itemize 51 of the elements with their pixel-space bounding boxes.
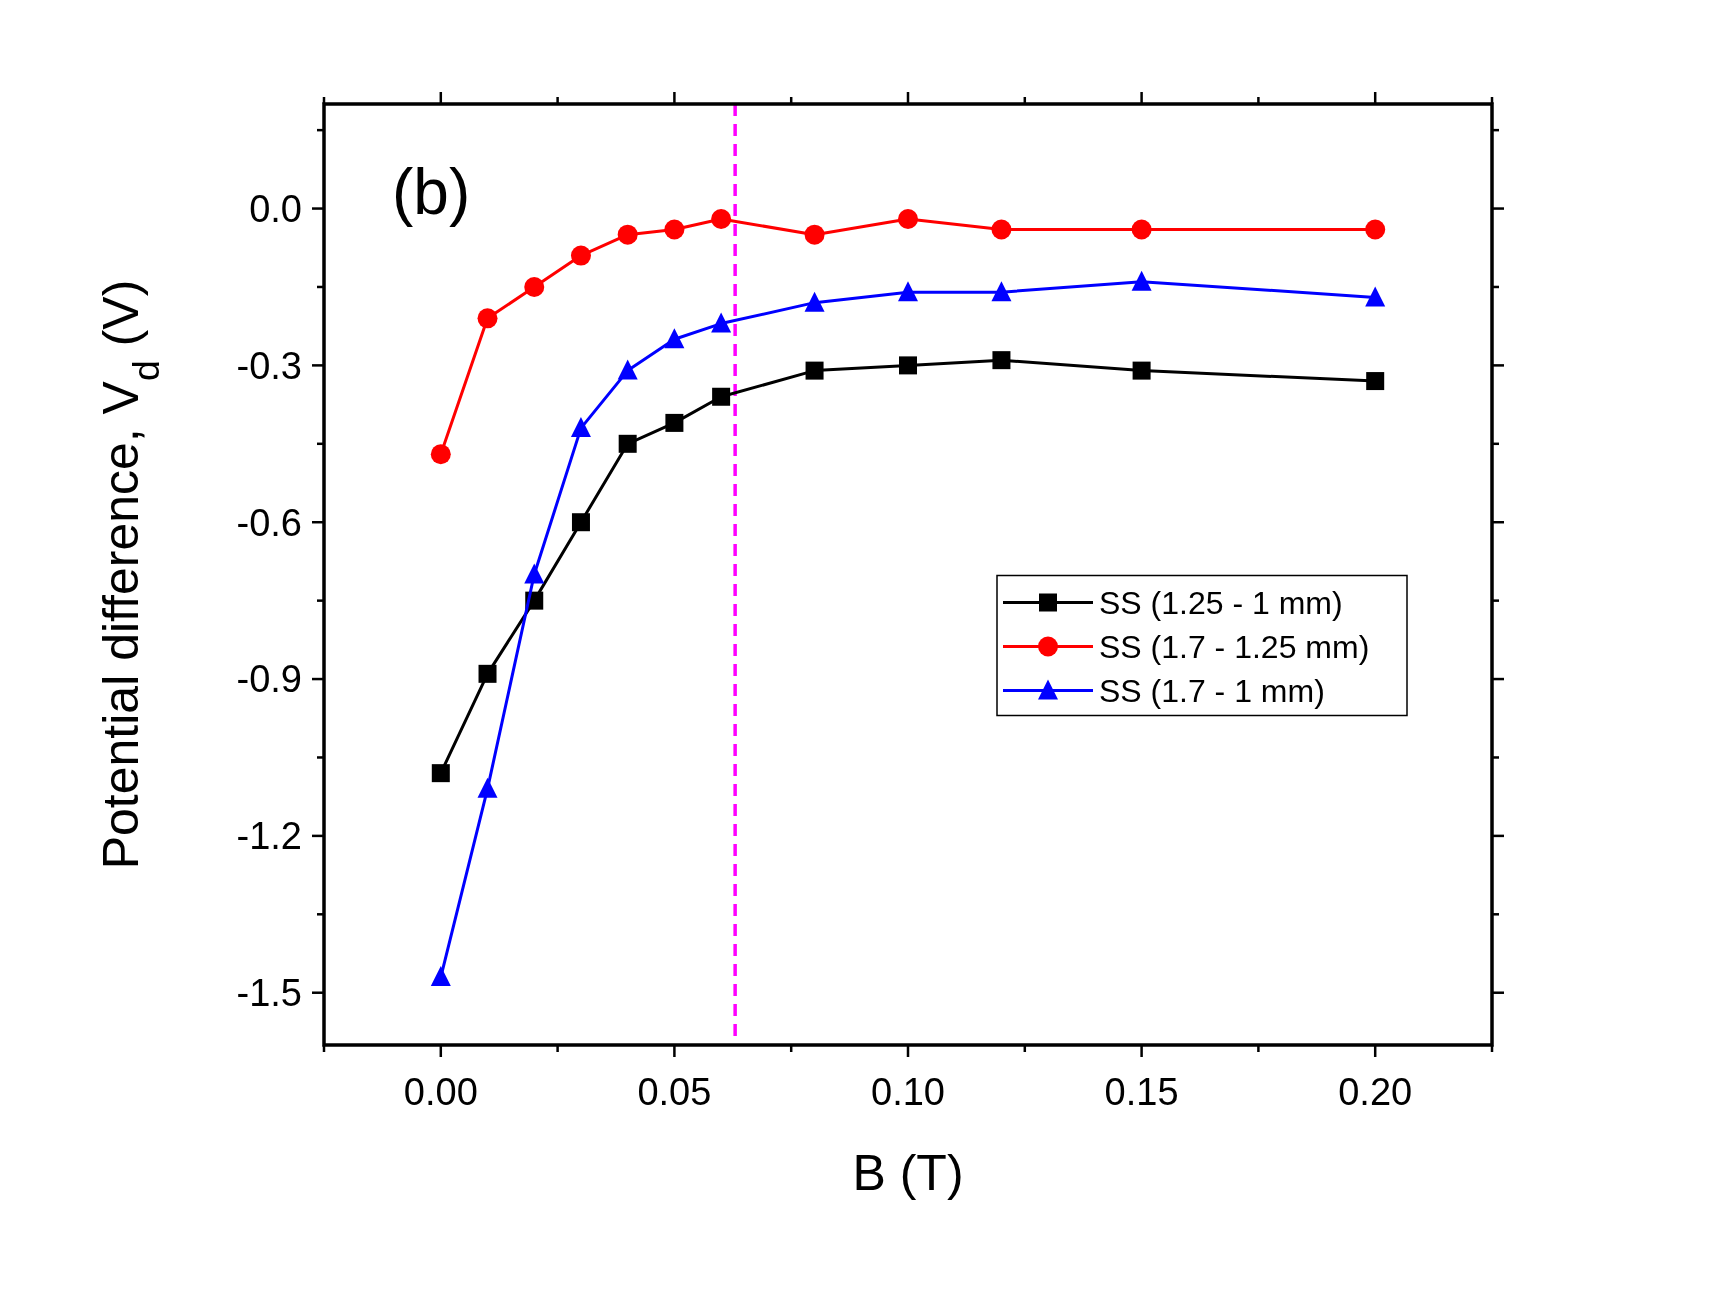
legend-label: SS (1.7 - 1 mm): [1099, 672, 1325, 709]
point: [524, 276, 545, 297]
x-tick-label: 0.20: [1338, 1071, 1413, 1113]
y-tick-label: -0.9: [236, 658, 302, 701]
x-axis-title: B (T): [852, 1145, 964, 1201]
point: [991, 219, 1012, 240]
point: [430, 966, 451, 987]
annotation: (b): [392, 156, 471, 228]
point: [712, 387, 731, 406]
point: [430, 444, 451, 465]
legend-label: SS (1.7 - 1.25 mm): [1099, 628, 1370, 665]
point: [524, 563, 545, 584]
x-tick-label: 0.05: [637, 1071, 712, 1113]
point: [1366, 372, 1385, 391]
point: [1132, 361, 1151, 380]
point: [992, 351, 1011, 370]
point: [1131, 219, 1152, 240]
point: [618, 434, 637, 453]
point: [1365, 286, 1386, 307]
y-tick-label: -0.3: [236, 344, 302, 387]
x-tick-label: 0.15: [1104, 1071, 1179, 1113]
y-tick-label: -1.5: [236, 972, 302, 1015]
y-tick-label: -0.6: [236, 501, 302, 544]
x-tick-label: 0.10: [871, 1071, 945, 1113]
point: [899, 356, 917, 375]
point: [804, 291, 825, 312]
point: [991, 281, 1012, 302]
point: [617, 359, 638, 380]
point: [898, 281, 918, 302]
point: [1131, 270, 1152, 291]
point: [477, 308, 498, 329]
x-tick-label: 0.00: [403, 1071, 478, 1113]
point: [477, 777, 498, 798]
point: [617, 224, 638, 245]
point: [711, 209, 732, 230]
point: [664, 328, 685, 349]
point: [804, 224, 825, 245]
point: [664, 219, 685, 240]
point: [898, 209, 918, 230]
legend-label: SS (1.25 - 1 mm): [1099, 584, 1343, 621]
point: [570, 417, 591, 438]
y-tick-label: -1.2: [236, 815, 302, 858]
point: [478, 664, 497, 683]
point: [711, 312, 732, 333]
point: [571, 513, 590, 532]
point: [805, 361, 824, 380]
y-tick-label: 0.0: [249, 187, 302, 230]
point: [431, 764, 450, 783]
point: [570, 245, 591, 266]
point: [1365, 219, 1386, 240]
point: [665, 413, 684, 432]
